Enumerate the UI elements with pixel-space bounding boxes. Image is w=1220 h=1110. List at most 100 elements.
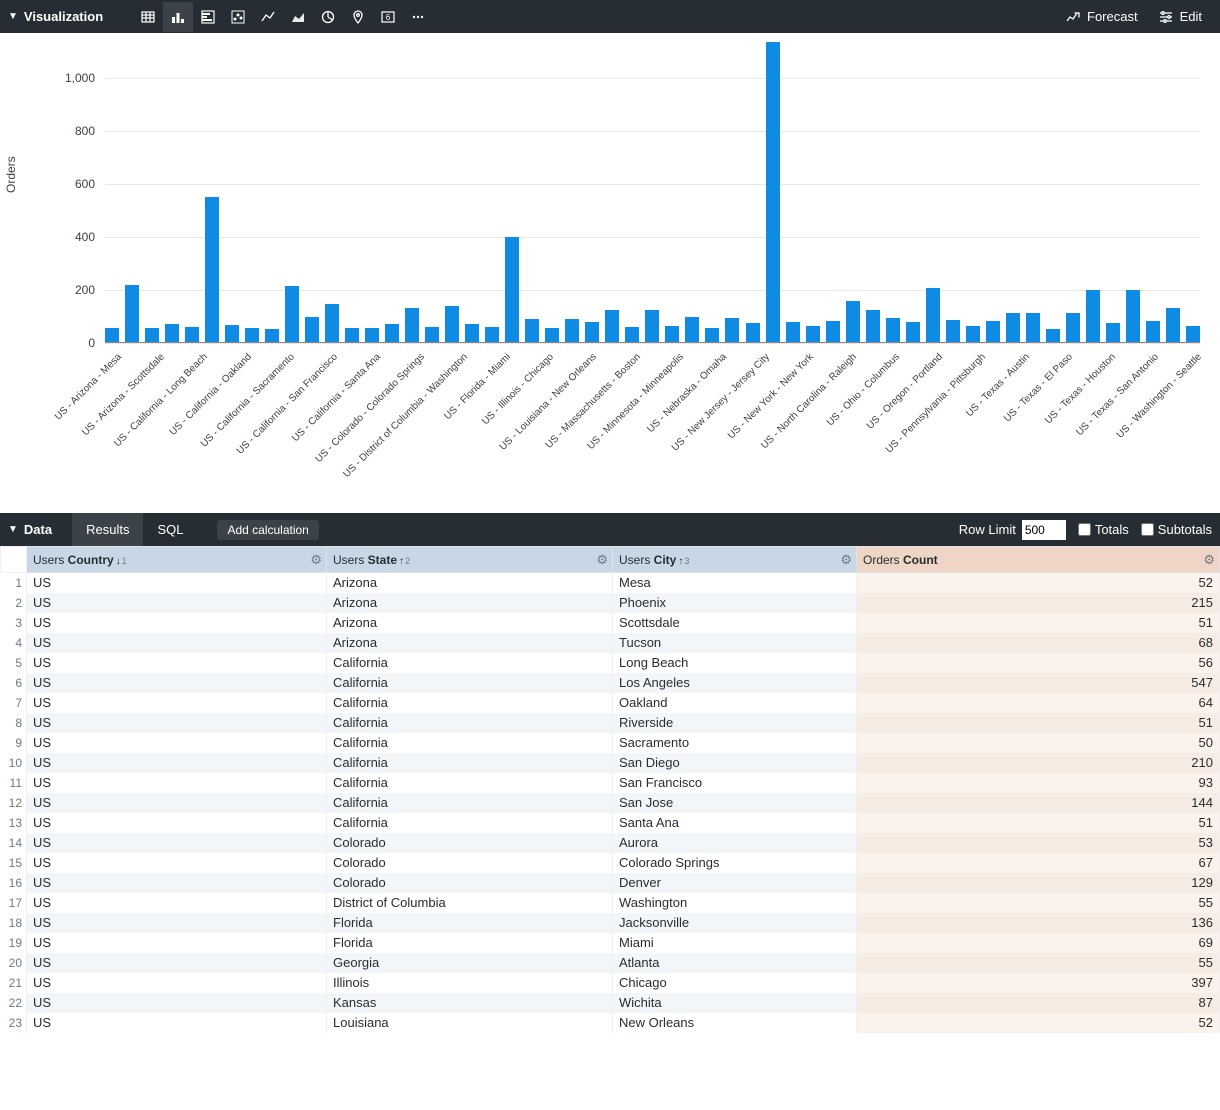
edit-button[interactable]: Edit — [1148, 9, 1212, 25]
table-cell[interactable]: Tucson — [613, 633, 857, 653]
table-cell[interactable]: US — [27, 853, 327, 873]
chart-bar[interactable] — [365, 328, 379, 342]
chart-bar[interactable] — [185, 327, 199, 342]
chart-bar[interactable] — [786, 322, 800, 342]
column-header[interactable]: Users Country↓1⚙ — [27, 547, 327, 573]
column-header[interactable]: Users City↑3⚙ — [613, 547, 857, 573]
gear-icon[interactable]: ⚙ — [1203, 552, 1215, 568]
table-row[interactable]: 22USKansasWichita87 — [1, 993, 1220, 1013]
table-cell[interactable]: Florida — [327, 933, 613, 953]
table-cell[interactable]: US — [27, 893, 327, 913]
table-row[interactable]: 14USColoradoAurora53 — [1, 833, 1220, 853]
table-cell[interactable]: 53 — [857, 833, 1220, 853]
table-cell[interactable]: 52 — [857, 573, 1220, 593]
table-row[interactable]: 17USDistrict of ColumbiaWashington55 — [1, 893, 1220, 913]
table-row[interactable]: 20USGeorgiaAtlanta55 — [1, 953, 1220, 973]
chart-bar[interactable] — [445, 306, 459, 342]
chart-bar[interactable] — [425, 327, 439, 342]
table-cell[interactable]: Florida — [327, 913, 613, 933]
table-cell[interactable]: US — [27, 673, 327, 693]
table-row[interactable]: 3USArizonaScottsdale51 — [1, 613, 1220, 633]
chart-bar[interactable] — [585, 322, 599, 342]
table-row[interactable]: 4USArizonaTucson68 — [1, 633, 1220, 653]
table-row[interactable]: 13USCaliforniaSanta Ana51 — [1, 813, 1220, 833]
table-row[interactable]: 19USFloridaMiami69 — [1, 933, 1220, 953]
table-cell[interactable]: US — [27, 1013, 327, 1033]
column-header[interactable]: Users State↑2⚙ — [327, 547, 613, 573]
viz-table-icon[interactable] — [133, 2, 163, 32]
table-row[interactable]: 7USCaliforniaOakland64 — [1, 693, 1220, 713]
chart-bar[interactable] — [966, 326, 980, 342]
table-row[interactable]: 1USArizonaMesa52 — [1, 573, 1220, 593]
chart-bar[interactable] — [325, 304, 339, 342]
chart-bar[interactable] — [345, 328, 359, 342]
table-row[interactable]: 16USColoradoDenver129 — [1, 873, 1220, 893]
table-cell[interactable]: Illinois — [327, 973, 613, 993]
chart-bar[interactable] — [145, 328, 159, 342]
table-cell[interactable]: 56 — [857, 653, 1220, 673]
table-cell[interactable]: Santa Ana — [613, 813, 857, 833]
table-cell[interactable]: US — [27, 713, 327, 733]
table-cell[interactable]: 210 — [857, 753, 1220, 773]
table-cell[interactable]: US — [27, 813, 327, 833]
table-cell[interactable]: Colorado — [327, 833, 613, 853]
table-cell[interactable]: US — [27, 573, 327, 593]
table-cell[interactable]: US — [27, 913, 327, 933]
table-cell[interactable]: US — [27, 593, 327, 613]
chart-bar[interactable] — [705, 328, 719, 342]
chart-bar[interactable] — [205, 197, 219, 342]
viz-column-icon[interactable] — [163, 2, 193, 32]
table-row[interactable]: 5USCaliforniaLong Beach56 — [1, 653, 1220, 673]
table-cell[interactable]: Jacksonville — [613, 913, 857, 933]
table-row[interactable]: 6USCaliforniaLos Angeles547 — [1, 673, 1220, 693]
table-cell[interactable]: 129 — [857, 873, 1220, 893]
table-cell[interactable]: 50 — [857, 733, 1220, 753]
gear-icon[interactable]: ⚙ — [596, 552, 608, 568]
table-cell[interactable]: Arizona — [327, 593, 613, 613]
chart-bar[interactable] — [485, 327, 499, 342]
table-cell[interactable]: US — [27, 753, 327, 773]
table-cell[interactable]: US — [27, 653, 327, 673]
table-cell[interactable]: Colorado Springs — [613, 853, 857, 873]
table-cell[interactable]: 136 — [857, 913, 1220, 933]
chart-bar[interactable] — [125, 285, 139, 342]
table-cell[interactable]: California — [327, 713, 613, 733]
chart-bar[interactable] — [1086, 290, 1100, 342]
table-cell[interactable]: 55 — [857, 953, 1220, 973]
table-cell[interactable]: Kansas — [327, 993, 613, 1013]
table-row[interactable]: 21USIllinoisChicago397 — [1, 973, 1220, 993]
table-cell[interactable]: US — [27, 973, 327, 993]
table-row[interactable]: 10USCaliforniaSan Diego210 — [1, 753, 1220, 773]
viz-map-icon[interactable] — [343, 2, 373, 32]
table-cell[interactable]: US — [27, 933, 327, 953]
table-cell[interactable]: US — [27, 793, 327, 813]
table-row[interactable]: 18USFloridaJacksonville136 — [1, 913, 1220, 933]
table-cell[interactable]: Wichita — [613, 993, 857, 1013]
chart-bar[interactable] — [625, 327, 639, 342]
table-cell[interactable]: 51 — [857, 613, 1220, 633]
table-cell[interactable]: US — [27, 633, 327, 653]
viz-scatter-icon[interactable] — [223, 2, 253, 32]
table-cell[interactable]: US — [27, 733, 327, 753]
chart-bar[interactable] — [305, 317, 319, 342]
table-cell[interactable]: California — [327, 753, 613, 773]
table-cell[interactable]: 55 — [857, 893, 1220, 913]
viz-collapse-caret[interactable]: ▼ — [8, 11, 18, 22]
table-cell[interactable]: San Francisco — [613, 773, 857, 793]
table-cell[interactable]: Georgia — [327, 953, 613, 973]
table-cell[interactable]: Arizona — [327, 573, 613, 593]
chart-bar[interactable] — [1166, 308, 1180, 343]
chart-bar[interactable] — [1186, 326, 1200, 342]
tab-results[interactable]: Results — [72, 513, 143, 546]
table-cell[interactable]: Sacramento — [613, 733, 857, 753]
table-cell[interactable]: California — [327, 813, 613, 833]
chart-bar[interactable] — [1146, 321, 1160, 342]
row-limit-input[interactable] — [1022, 520, 1066, 540]
table-cell[interactable]: Oakland — [613, 693, 857, 713]
table-cell[interactable]: Colorado — [327, 853, 613, 873]
chart-bar[interactable] — [165, 324, 179, 342]
table-row[interactable]: 15USColoradoColorado Springs67 — [1, 853, 1220, 873]
chart-bar[interactable] — [746, 323, 760, 342]
chart-bar[interactable] — [1026, 313, 1040, 342]
table-cell[interactable]: Mesa — [613, 573, 857, 593]
